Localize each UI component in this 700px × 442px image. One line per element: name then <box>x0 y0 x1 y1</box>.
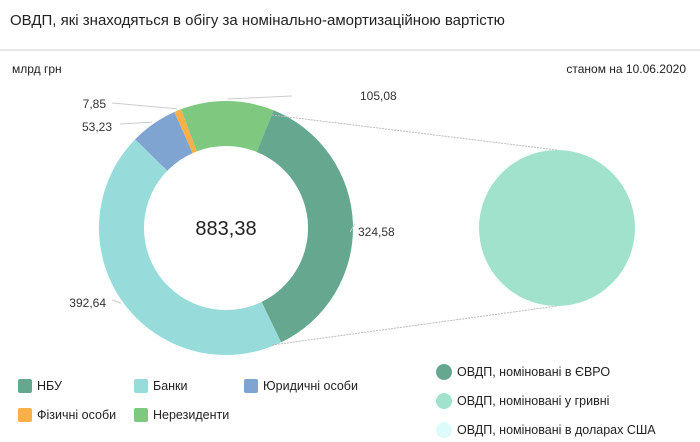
legend-dot <box>436 364 452 380</box>
legend-label: ОВДП, номіновані в ЄВРО <box>457 365 611 379</box>
legend-eur[interactable]: ОВДП, номіновані в ЄВРО <box>436 364 610 380</box>
legend-label: Нерезиденти <box>153 408 230 422</box>
donut-slice-2[interactable] <box>98 139 282 356</box>
leader-line <box>111 299 122 304</box>
legend-individuals[interactable]: Фізичні особи <box>18 408 116 422</box>
legend-swatch <box>18 408 32 422</box>
total-label: 883,38 <box>195 218 256 240</box>
chart-title: ОВДП, які знаходяться в обігу за номінал… <box>10 12 505 29</box>
pie-slice-1[interactable] <box>479 150 635 306</box>
legend-label: Банки <box>153 379 188 393</box>
legend-label: ОВДП, номіновані в доларах США <box>457 423 656 437</box>
legend-label: ОВДП, номіновані у гривні <box>457 394 610 408</box>
legend-swatch <box>134 408 148 422</box>
legend-label: Юридичні особи <box>263 379 358 393</box>
data-label: 53,23 <box>82 120 112 134</box>
legend-swatch <box>244 379 258 393</box>
divider <box>0 49 700 51</box>
donut-slice-0[interactable] <box>180 101 274 152</box>
legend-label: НБУ <box>37 379 62 393</box>
legend-label: Фізичні особи <box>37 408 117 422</box>
unit-label: млрд грн <box>12 62 62 76</box>
donut-slice-4[interactable] <box>174 109 197 154</box>
legend-legal[interactable]: Юридичні особи <box>244 379 358 393</box>
data-label: 105,08 <box>360 89 397 103</box>
data-label: 392,64 <box>69 296 106 310</box>
leader-line <box>227 95 293 100</box>
legend-swatch <box>134 379 148 393</box>
legend-usd[interactable]: ОВДП, номіновані в доларах США <box>436 422 656 438</box>
data-label: 7,85 <box>83 97 107 111</box>
legend-banks[interactable]: Банки <box>134 379 188 393</box>
legend-nbu[interactable]: НБУ <box>18 379 62 393</box>
legend-dot <box>436 393 452 409</box>
legend-dot <box>436 422 452 438</box>
donut-slice-3[interactable] <box>135 111 193 171</box>
leader-line <box>119 121 153 125</box>
donut-slice-1[interactable] <box>256 110 354 343</box>
data-label: 324,58 <box>358 225 395 239</box>
date-label: станом на 10.06.2020 <box>566 62 686 76</box>
legend-nonresidents[interactable]: Нерезиденти <box>134 408 229 422</box>
leader-line <box>349 223 356 233</box>
leader-line <box>111 102 177 110</box>
legend-swatch <box>18 379 32 393</box>
legend-uah[interactable]: ОВДП, номіновані у гривні <box>436 393 609 409</box>
